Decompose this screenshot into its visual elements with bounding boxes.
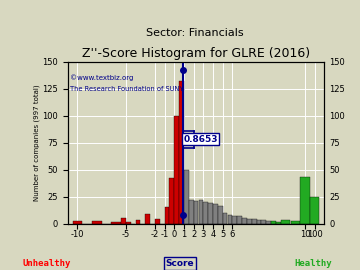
Bar bbox=[228, 215, 232, 224]
Bar bbox=[218, 206, 222, 224]
Bar bbox=[237, 216, 242, 224]
Bar bbox=[179, 81, 184, 224]
Text: 0.8653: 0.8653 bbox=[184, 135, 218, 144]
Bar bbox=[276, 222, 281, 224]
Bar bbox=[300, 177, 310, 224]
Bar bbox=[266, 221, 271, 224]
Bar bbox=[198, 200, 203, 224]
Bar bbox=[136, 220, 140, 224]
Bar bbox=[252, 219, 257, 224]
Bar bbox=[257, 220, 261, 224]
Y-axis label: Number of companies (997 total): Number of companies (997 total) bbox=[33, 84, 40, 201]
Bar bbox=[310, 197, 319, 224]
Bar bbox=[174, 116, 179, 224]
Bar bbox=[261, 220, 266, 224]
Bar bbox=[189, 200, 194, 224]
Bar bbox=[126, 222, 131, 224]
Bar bbox=[194, 201, 198, 224]
Bar bbox=[92, 221, 102, 224]
Bar bbox=[291, 221, 300, 224]
Bar bbox=[155, 219, 160, 224]
Text: Score: Score bbox=[166, 259, 194, 268]
Bar bbox=[145, 214, 150, 224]
Bar bbox=[208, 203, 213, 224]
Bar bbox=[184, 170, 189, 224]
Text: ©www.textbiz.org: ©www.textbiz.org bbox=[70, 75, 133, 81]
Bar bbox=[271, 221, 276, 224]
Bar bbox=[233, 216, 237, 224]
Title: Z''-Score Histogram for GLRE (2016): Z''-Score Histogram for GLRE (2016) bbox=[82, 48, 310, 60]
Bar bbox=[170, 178, 174, 224]
Bar bbox=[281, 220, 291, 224]
Bar bbox=[73, 221, 82, 224]
Text: Unhealthy: Unhealthy bbox=[23, 259, 71, 268]
Bar bbox=[247, 219, 252, 224]
Bar bbox=[203, 202, 208, 224]
Bar bbox=[242, 218, 247, 224]
Bar bbox=[112, 222, 121, 224]
Bar bbox=[165, 207, 170, 224]
Bar bbox=[223, 213, 228, 224]
Text: Sector: Financials: Sector: Financials bbox=[145, 28, 243, 38]
Bar bbox=[121, 218, 126, 224]
Text: Healthy: Healthy bbox=[294, 259, 332, 268]
Text: The Research Foundation of SUNY: The Research Foundation of SUNY bbox=[70, 86, 183, 92]
Bar bbox=[213, 204, 218, 224]
